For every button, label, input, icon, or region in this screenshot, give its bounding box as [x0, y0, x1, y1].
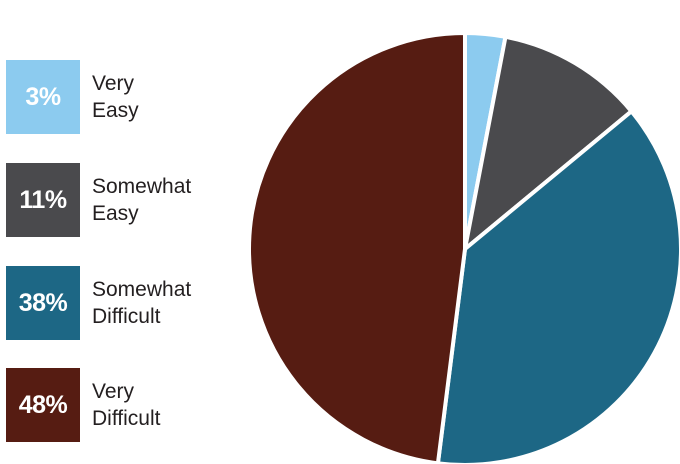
- legend-value-very-easy: 3%: [25, 82, 61, 111]
- legend-item-very-easy: 3% Very Easy: [6, 60, 236, 134]
- legend-label-very-difficult: Very Difficult: [92, 380, 161, 430]
- pie-slice-somewhat-easy: [463, 34, 634, 251]
- pie-slice-very-difficult: [247, 31, 467, 464]
- legend-swatch-somewhat-difficult: 38%: [6, 266, 80, 340]
- legend-item-somewhat-difficult: 38% Somewhat Difficult: [6, 266, 236, 340]
- pie-slice-somewhat-difficult: [435, 109, 680, 464]
- legend-label-somewhat-difficult: Somewhat Difficult: [92, 278, 192, 328]
- legend-value-very-difficult: 48%: [18, 390, 68, 419]
- legend-swatch-somewhat-easy: 11%: [6, 163, 80, 237]
- legend-label-somewhat-easy: Somewhat Easy: [92, 175, 192, 225]
- legend-item-somewhat-easy: 11% Somewhat Easy: [6, 163, 236, 237]
- legend-value-somewhat-easy: 11%: [19, 185, 67, 214]
- legend-label-very-easy: Very Easy: [92, 72, 139, 122]
- legend-swatch-very-easy: 3%: [6, 60, 80, 134]
- legend-value-somewhat-difficult: 38%: [18, 288, 68, 317]
- legend-item-very-difficult: 48% Very Difficult: [6, 368, 236, 442]
- legend-swatch-very-difficult: 48%: [6, 368, 80, 442]
